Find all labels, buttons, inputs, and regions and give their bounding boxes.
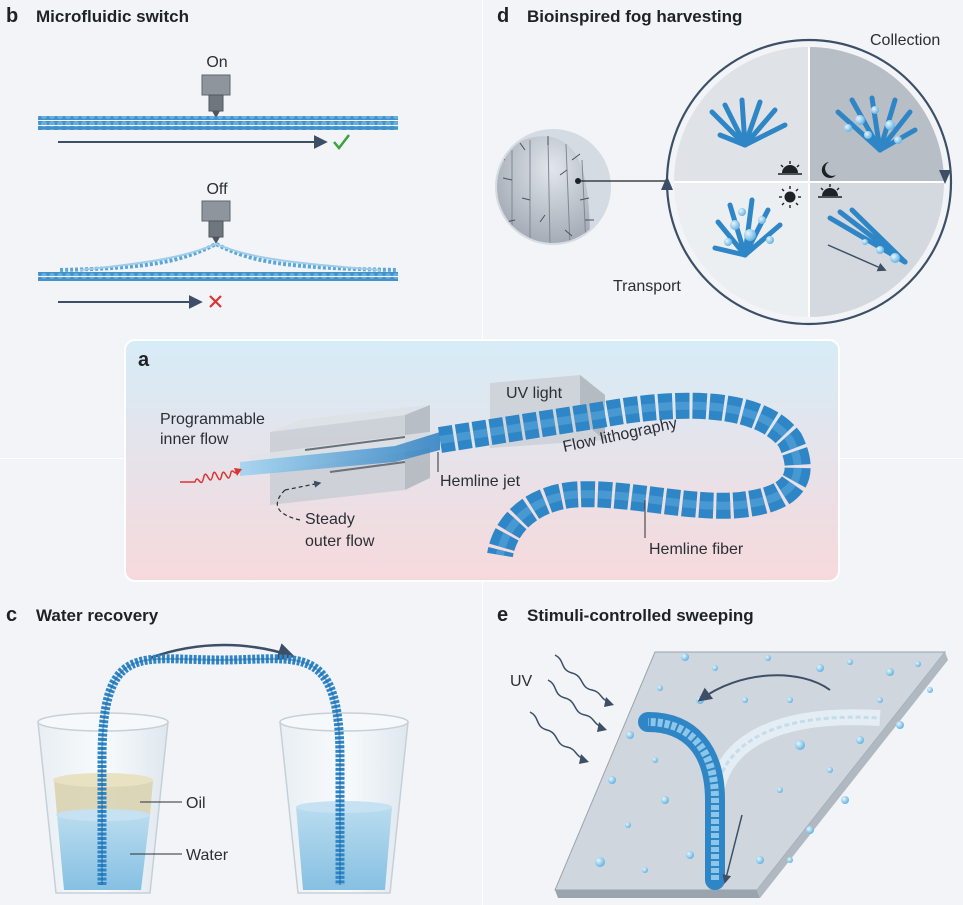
- panel-b-title: Microfluidic switch: [36, 7, 189, 26]
- sunset-icon: [818, 184, 842, 198]
- cactus-illustration: [495, 129, 668, 245]
- right-cup: [279, 712, 409, 894]
- on-label: On: [206, 54, 227, 71]
- hemline-fiber: [437, 392, 811, 558]
- cross-icon: [209, 295, 222, 308]
- water-label: Water: [186, 847, 229, 864]
- off-fiber-bundle: [38, 241, 399, 281]
- fog-cycle-diagram: [661, 38, 953, 326]
- sun-icon: [779, 186, 801, 208]
- panel-a-letter: a: [138, 349, 150, 371]
- droplets: [595, 653, 933, 873]
- on-fiber-bundle: [38, 116, 398, 130]
- sweeping-fiber: [638, 712, 725, 890]
- panel-d-title: Bioinspired fog harvesting: [527, 7, 742, 26]
- surface-plate: [554, 651, 947, 891]
- hemline-fiber-label: Hemline fiber: [649, 541, 744, 558]
- panel-b-letter: b: [6, 5, 18, 27]
- panel-d-letter: d: [497, 5, 509, 27]
- on-nozzle: [201, 74, 231, 118]
- panel-e-title: Stimuli-controlled sweeping: [527, 606, 754, 625]
- panel-e-letter: e: [497, 604, 508, 626]
- panel-c-letter: c: [6, 604, 17, 626]
- panel-c-water-recovery: c Water recovery Oil Water: [6, 604, 409, 894]
- oil-label: Oil: [186, 795, 206, 812]
- panel-d-fog-harvesting: d Bioinspired fog harvesting Collection …: [495, 5, 953, 326]
- sunrise-icon: [778, 161, 802, 175]
- collection-label: Collection: [870, 32, 940, 49]
- hemline-jet-label: Hemline jet: [440, 473, 521, 490]
- panel-c-title: Water recovery: [36, 606, 159, 625]
- inner-flow-wave: [180, 469, 241, 484]
- moon-icon: [821, 162, 836, 178]
- panel-b-microfluidic-switch: b Microfluidic switch On Off: [6, 5, 399, 309]
- uv-light-label: UV light: [506, 385, 563, 402]
- inner-flow-label-1: Programmable: [160, 411, 265, 428]
- transport-label: Transport: [613, 278, 681, 295]
- check-icon: [333, 134, 350, 150]
- off-label: Off: [206, 181, 228, 198]
- uv-waves: [529, 654, 611, 760]
- off-nozzle: [201, 200, 231, 244]
- panel-a-hemline-fiber: a UV light Programmable inner flow Flo: [124, 339, 840, 582]
- uv-label: UV: [510, 673, 533, 690]
- outer-flow-label-1: Steady: [305, 511, 355, 528]
- hemline-jet: [240, 432, 440, 476]
- sweep-direction-arrow: [697, 674, 831, 702]
- panel-e-stimuli-sweeping: e Stimuli-controlled sweeping: [497, 604, 948, 898]
- outer-flow-label-2: outer flow: [305, 533, 375, 550]
- siphon-direction-arrow: [149, 643, 296, 660]
- inner-flow-label-2: inner flow: [160, 431, 229, 448]
